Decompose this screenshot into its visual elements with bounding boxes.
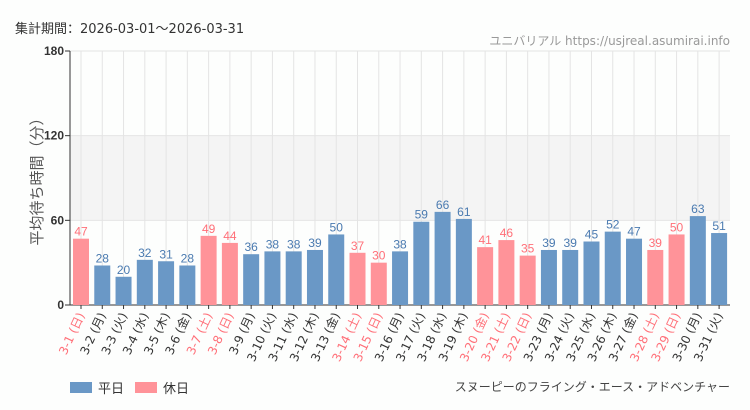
bar: [519, 255, 536, 305]
data-label: 38: [266, 237, 280, 251]
bar: [498, 240, 515, 305]
data-label: 28: [96, 251, 110, 265]
data-label: 49: [202, 222, 216, 236]
legend-swatch-weekday: [70, 382, 92, 393]
data-label: 66: [436, 198, 450, 212]
bar: [626, 238, 643, 305]
data-label: 32: [138, 246, 152, 260]
legend-holiday: 休日: [135, 378, 189, 397]
data-label: 31: [159, 247, 173, 261]
data-label: 28: [181, 251, 195, 265]
bar: [243, 254, 260, 305]
data-label: 45: [585, 228, 599, 242]
bar: [392, 251, 409, 305]
bar: [668, 234, 685, 305]
bar: [349, 252, 366, 305]
data-label: 61: [457, 205, 471, 219]
data-label: 36: [244, 240, 258, 254]
data-label: 52: [606, 218, 620, 232]
legend-label-weekday: 平日: [98, 382, 125, 397]
data-label: 46: [500, 226, 514, 240]
y-axis-label: 平均待ち時間（分）: [28, 110, 46, 245]
source-label: ユニバリアル https://usjreal.asumirai.info: [489, 34, 730, 48]
bar: [200, 235, 217, 305]
bar: [306, 249, 323, 305]
bar: [583, 241, 600, 305]
bar: [115, 276, 132, 305]
y-tick-label: 60: [51, 213, 65, 227]
y-tick-label: 180: [44, 44, 64, 58]
bar: [136, 259, 153, 305]
bar: [221, 242, 238, 305]
data-label: 35: [521, 242, 535, 256]
bar: [370, 262, 387, 305]
bar: [285, 251, 302, 305]
data-label: 39: [542, 236, 556, 250]
bar: [264, 251, 281, 305]
data-label: 44: [223, 229, 237, 243]
data-label: 51: [712, 219, 726, 233]
legend-weekday: 平日: [70, 378, 124, 397]
data-label: 20: [117, 263, 131, 277]
data-label: 38: [393, 237, 407, 251]
bar: [158, 261, 175, 305]
bar: [94, 265, 111, 305]
bar: [604, 231, 621, 305]
bar: [434, 211, 451, 305]
y-tick-label: 0: [57, 298, 64, 312]
data-label: 39: [649, 236, 663, 250]
bar: [73, 238, 89, 305]
bar: [477, 247, 494, 305]
bar: [455, 218, 472, 305]
data-label: 41: [478, 233, 492, 247]
attraction-name: スヌーピーのフライング・エース・アドベンチャー: [454, 380, 730, 394]
data-label: 47: [74, 225, 88, 239]
data-label: 39: [308, 236, 322, 250]
bar: [711, 233, 728, 305]
bar: [179, 265, 196, 305]
data-label: 30: [372, 249, 386, 263]
bar: [647, 249, 664, 305]
data-label: 37: [351, 239, 365, 253]
data-label: 50: [670, 220, 684, 234]
bar: [562, 249, 579, 305]
period-label: 集計期間：2026-03-01～2026-03-31: [15, 22, 245, 37]
data-label: 63: [691, 202, 705, 216]
legend-label-holiday: 休日: [163, 382, 190, 397]
data-label: 38: [287, 237, 301, 251]
data-label: 39: [564, 236, 578, 250]
bar: [540, 249, 557, 305]
bar: [413, 221, 430, 305]
data-label: 50: [330, 220, 344, 234]
data-label: 59: [415, 208, 429, 222]
y-tick-label: 120: [44, 129, 64, 143]
bar: [689, 216, 706, 305]
bar: [328, 234, 345, 305]
data-label: 47: [627, 225, 641, 239]
legend-swatch-holiday: [135, 382, 157, 393]
